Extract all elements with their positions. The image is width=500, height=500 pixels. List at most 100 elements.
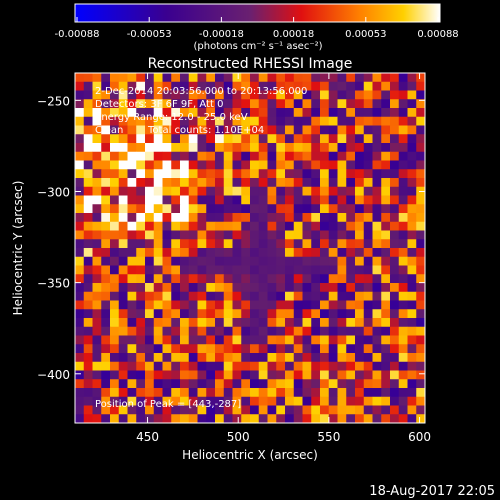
heatmap-cell: [118, 396, 128, 406]
heatmap-cell: [145, 195, 155, 205]
heatmap-cell: [355, 108, 365, 118]
heatmap-cell: [153, 73, 163, 83]
heatmap-cell: [328, 248, 338, 258]
heatmap-cell: [206, 221, 216, 231]
x-tick-label: 600: [408, 430, 431, 444]
heatmap-cell: [276, 213, 286, 223]
heatmap-cell: [162, 300, 172, 310]
heatmap-cell: [416, 291, 425, 301]
heatmap-cell: [372, 81, 382, 91]
heatmap-cell: [171, 396, 181, 406]
heatmap-cell: [302, 151, 312, 161]
heatmap-cell: [390, 344, 400, 354]
heatmap-cell: [372, 300, 382, 310]
heatmap-cell: [92, 344, 102, 354]
heatmap-cell: [267, 396, 277, 406]
heatmap-cell: [311, 160, 321, 170]
heatmap-cell: [75, 160, 85, 170]
colorbar-tick-label: 0.00018: [273, 29, 314, 40]
heatmap-cell: [118, 283, 128, 293]
heatmap-cell: [145, 143, 155, 153]
heatmap-cell: [381, 169, 391, 179]
heatmap-cell: [223, 116, 233, 126]
heatmap-cell: [381, 178, 391, 188]
heatmap-cell: [355, 265, 365, 275]
heatmap-cell: [267, 388, 277, 398]
heatmap-cell: [372, 353, 382, 363]
heatmap-cell: [293, 213, 303, 223]
heatmap-cell: [302, 379, 312, 389]
heatmap-cell: [153, 99, 163, 109]
heatmap-cell: [162, 81, 172, 91]
heatmap-cell: [110, 143, 120, 153]
heatmap-cell: [101, 300, 111, 310]
heatmap-cell: [267, 160, 277, 170]
colorbar-ticks: -0.00088 -0.00053 -0.00018 0.00018 0.00053 0.…: [55, 17, 459, 40]
heatmap-cell: [337, 353, 347, 363]
heatmap-cell: [223, 326, 233, 336]
heatmap-cell: [92, 388, 102, 398]
heatmap-cell: [267, 283, 277, 293]
heatmap-cell: [355, 291, 365, 301]
heatmap-cell: [258, 213, 268, 223]
heatmap-cell: [223, 221, 233, 231]
heatmap-cell: [276, 73, 286, 83]
heatmap-cell: [311, 90, 321, 100]
heatmap-cell: [293, 239, 303, 249]
heatmap-cell: [293, 256, 303, 266]
heatmap-cell: [241, 204, 251, 214]
heatmap-cell: [407, 160, 417, 170]
heatmap-cell: [355, 195, 365, 205]
heatmap-cell: [92, 143, 102, 153]
heatmap-cell: [328, 151, 338, 161]
heatmap-cell: [75, 73, 85, 83]
heatmap-cell: [355, 160, 365, 170]
heatmap-cell: [127, 108, 137, 118]
heatmap-cell: [127, 344, 137, 354]
heatmap-cell: [162, 326, 172, 336]
heatmap-cell: [188, 239, 198, 249]
heatmap-cell: [83, 81, 93, 91]
heatmap-cell: [407, 143, 417, 153]
heatmap-cell: [215, 379, 225, 389]
heatmap-cell: [355, 256, 365, 266]
heatmap-cell: [390, 274, 400, 284]
heatmap-cell: [215, 318, 225, 328]
heatmap-cell: [197, 221, 207, 231]
heatmap-cell: [311, 370, 321, 380]
heatmap-cell: [276, 370, 286, 380]
heatmap-cell: [363, 73, 373, 83]
heatmap-cell: [92, 195, 102, 205]
heatmap-cell: [153, 344, 163, 354]
heatmap-cell: [171, 265, 181, 275]
heatmap-cell: [381, 90, 391, 100]
heatmap-cell: [75, 396, 85, 406]
heatmap-cell: [390, 370, 400, 380]
heatmap-cell: [92, 396, 102, 406]
heatmap-cell: [92, 283, 102, 293]
heatmap-cell: [320, 239, 330, 249]
heatmap-cell: [136, 204, 146, 214]
heatmap-cell: [293, 335, 303, 345]
heatmap-cell: [328, 283, 338, 293]
heatmap-cell: [346, 388, 356, 398]
heatmap-cell: [311, 125, 321, 135]
heatmap-cell: [276, 230, 286, 240]
colorbar-tick-label: 0.00088: [417, 29, 458, 40]
heatmap-cell: [145, 160, 155, 170]
heatmap-cell: [337, 178, 347, 188]
heatmap-cell: [206, 274, 216, 284]
heatmap-cell: [241, 221, 251, 231]
heatmap-cell: [381, 230, 391, 240]
heatmap-cell: [311, 274, 321, 284]
heatmap-cell: [416, 388, 425, 398]
heatmap-cell: [398, 90, 408, 100]
heatmap-cell: [416, 204, 425, 214]
heatmap-cell: [83, 256, 93, 266]
heatmap-cell: [398, 379, 408, 389]
heatmap-cell: [118, 370, 128, 380]
heatmap-cell: [127, 81, 137, 91]
heatmap-cell: [363, 291, 373, 301]
heatmap-cell: [407, 248, 417, 258]
heatmap-cell: [92, 326, 102, 336]
